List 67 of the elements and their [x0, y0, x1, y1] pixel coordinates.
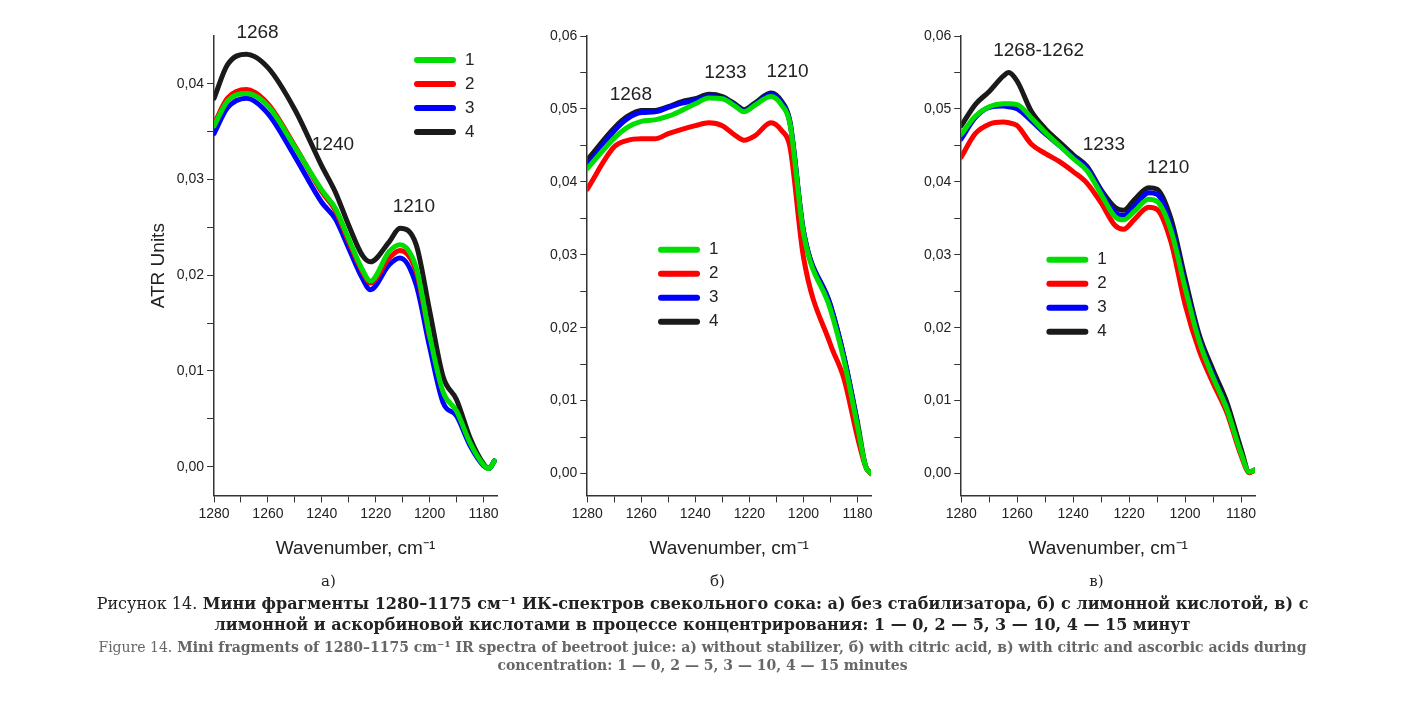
y-tick-label: 0,02: [549, 318, 577, 335]
y-tick-label: 0,02: [176, 266, 204, 283]
annotation: 1210: [1146, 155, 1189, 177]
annotation: 1240: [311, 132, 354, 154]
x-tick-label: 1220: [733, 504, 765, 521]
annotation: 1268-1262: [992, 39, 1084, 61]
x-axis-title: Wavenumber, cm⁻¹: [648, 536, 809, 558]
y-axis-title: ATR Units: [146, 223, 168, 309]
legend-label: 2: [464, 73, 474, 93]
y-tick-label: 0,00: [176, 457, 204, 474]
x-tick-label: 1200: [1168, 504, 1201, 521]
y-tick-label: 0,04: [549, 172, 577, 189]
x-tick-label: 1280: [197, 504, 230, 521]
y-tick-label: 0,02: [923, 318, 951, 335]
y-tick-label: 0,00: [549, 464, 577, 481]
legend-label: 4: [1096, 321, 1107, 341]
annotation: 1233: [703, 61, 747, 83]
y-tick-label: 0,03: [923, 245, 951, 262]
x-tick-label: 1260: [1001, 504, 1033, 521]
caption: Figure 14. Mini fragments of 1280–1175 cm⁻¹ IR spectra of beetroot juice: а) without stabilizer, б) with citric acid, в) with citric and ascorbic acids during concentration: 1 — 0, 2 — 5, 3 — 10, 4 — 15 minutes: [98, 638, 1307, 673]
x-tick-label: 1180: [467, 504, 499, 521]
legend-label: 3: [464, 97, 474, 117]
x-tick-label: 1240: [1057, 504, 1089, 521]
legend-label: 1: [1096, 249, 1107, 269]
text: а): [321, 572, 336, 590]
y-tick-label: 0,04: [176, 74, 204, 91]
y-tick-label: 0,06: [923, 26, 951, 43]
x-tick-label: 1280: [571, 504, 603, 521]
x-tick-label: 1260: [625, 504, 657, 521]
text: в): [1089, 572, 1104, 590]
x-tick-label: 1200: [787, 504, 819, 521]
x-tick-label: 1260: [251, 504, 284, 521]
x-tick-label: 1220: [1113, 504, 1145, 521]
legend-label: 1: [464, 49, 474, 69]
x-tick-label: 1180: [1225, 504, 1256, 521]
y-tick-label: 0,06: [549, 26, 577, 43]
annotation: 1268: [609, 82, 652, 104]
y-tick-label: 0,01: [923, 391, 951, 408]
x-axis-title: Wavenumber, cm⁻¹: [275, 536, 435, 558]
x-axis-title: Wavenumber, cm⁻¹: [1027, 536, 1188, 558]
x-tick-label: 1180: [841, 504, 873, 521]
annotation: 1233: [1082, 133, 1125, 155]
annotation: 1210: [392, 195, 435, 217]
legend-label: 2: [1096, 273, 1107, 293]
x-tick-label: 1280: [945, 504, 977, 521]
x-tick-label: 1200: [413, 504, 445, 521]
y-tick-label: 0,00: [923, 464, 951, 481]
y-tick-label: 0,05: [549, 99, 577, 116]
legend-label: 4: [464, 121, 474, 141]
text: б): [710, 572, 725, 590]
legend-label: 2: [708, 263, 718, 283]
y-tick-label: 0,01: [176, 361, 204, 378]
y-tick-label: 0,04: [923, 172, 951, 189]
legend-label: 4: [708, 311, 718, 331]
annotation: 1210: [765, 59, 809, 81]
legend-label: 1: [708, 239, 718, 259]
legend-label: 3: [708, 287, 718, 307]
y-tick-label: 0,05: [923, 99, 951, 116]
y-tick-label: 0,03: [176, 170, 204, 187]
text: Рисунок 14. Мини фрагменты 1280–1175 см⁻¹ ИК-спектров свекольного сока: а) без стабилизатора, б) с лимонной кислотой, в) с лимонной и аскорбиновой кислотами в процессе концентрирования: 1 — 0, 2 — 5, 3 — 10, 4 — 15 минут: [96, 594, 1309, 634]
legend-label: 3: [1096, 297, 1107, 317]
y-tick-label: 0,03: [549, 245, 577, 262]
y-tick-label: 0,01: [549, 391, 577, 408]
annotation: 1268: [235, 20, 279, 42]
x-tick-label: 1240: [679, 504, 711, 521]
x-tick-label: 1220: [359, 504, 392, 521]
x-tick-label: 1240: [305, 504, 338, 521]
